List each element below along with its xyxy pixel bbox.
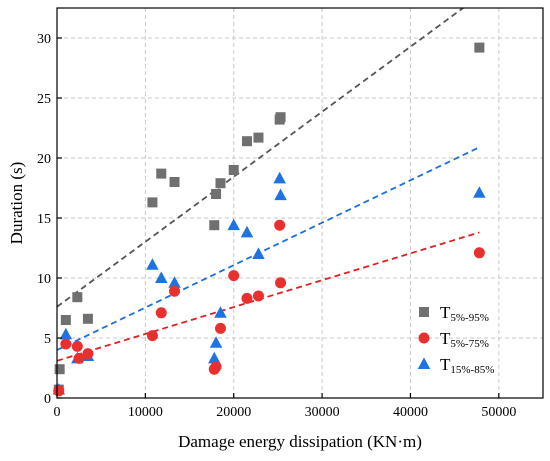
- data-point-square: [228, 165, 239, 175]
- data-point-square: [253, 132, 264, 143]
- data-point-triangle: [146, 258, 159, 270]
- data-point-circle: [82, 348, 94, 360]
- data-point-square: [54, 364, 65, 375]
- data-point-square: [215, 178, 226, 189]
- grid-lines: [57, 8, 543, 398]
- data-point-circle: [252, 290, 264, 302]
- legend-marker-square: [419, 307, 429, 317]
- x-tick-label: 20000: [216, 405, 251, 420]
- legend-label: T15%-85%: [440, 355, 494, 376]
- trend-lines: [56, 7, 480, 362]
- y-tick-label: 30: [37, 32, 51, 47]
- data-point-triangle: [274, 188, 287, 201]
- data-point-circle: [275, 277, 287, 289]
- data-point-square: [241, 136, 252, 147]
- data-point-triangle: [209, 336, 223, 348]
- y-tick-label: 0: [44, 392, 51, 407]
- data-point-triangle: [59, 327, 73, 340]
- data-point-triangle: [240, 225, 254, 238]
- data-point-square: [72, 292, 83, 303]
- data-point-circle: [210, 361, 222, 373]
- data-point-circle: [71, 340, 83, 352]
- trend-line-2: [56, 231, 480, 362]
- x-tick-label: 10000: [128, 405, 163, 420]
- x-axis-label: Damage energy dissipation (KN·m): [178, 432, 422, 451]
- x-tick-label: 40000: [393, 405, 428, 420]
- y-tick-label: 25: [37, 92, 51, 107]
- data-point-square: [147, 197, 158, 208]
- legend-label: T5%-75%: [440, 329, 489, 350]
- data-point-circle: [228, 270, 240, 282]
- data-point-circle: [473, 247, 485, 259]
- data-point-square: [209, 220, 220, 231]
- y-axis-label: Duration (s): [7, 162, 26, 245]
- x-tick-label: 50000: [481, 405, 516, 420]
- legend-marker-circle: [418, 332, 430, 344]
- y-tick-label: 20: [37, 152, 51, 167]
- y-tick-label: 10: [37, 272, 51, 287]
- data-point-triangle: [252, 247, 265, 259]
- data-points: [52, 42, 486, 397]
- data-point-triangle: [155, 271, 168, 283]
- data-point-triangle: [168, 276, 181, 288]
- data-point-circle: [241, 292, 253, 304]
- plot-frame: [56, 7, 544, 399]
- axis-ticks: 0 10000 20000 30000 40000 50000 0 5 10 15 20 25 30: [37, 32, 516, 420]
- legend-marker-triangle: [417, 357, 431, 369]
- data-point-circle: [274, 219, 286, 231]
- data-point-triangle: [473, 186, 486, 198]
- trend-line-1: [56, 7, 464, 308]
- data-point-triangle: [208, 351, 221, 364]
- data-point-square: [211, 189, 222, 199]
- data-point-square: [474, 42, 485, 53]
- trend-line-3: [56, 146, 480, 351]
- data-point-circle: [155, 307, 167, 319]
- data-point-circle: [214, 322, 226, 334]
- data-point-circle: [60, 338, 72, 350]
- data-point-triangle: [273, 171, 286, 184]
- data-point-circle: [169, 285, 181, 297]
- data-point-circle: [53, 385, 65, 397]
- data-point-triangle: [214, 306, 227, 318]
- legend: T5%-95% T5%-75% T15%-85%: [417, 303, 494, 376]
- data-point-square: [169, 177, 180, 187]
- y-tick-label: 5: [44, 332, 51, 347]
- x-tick-label: 30000: [305, 405, 340, 420]
- data-point-square: [82, 313, 93, 324]
- x-tick-label: 0: [54, 405, 61, 420]
- y-tick-label: 15: [37, 212, 51, 227]
- data-point-circle: [146, 330, 158, 342]
- legend-label: T5%-95%: [440, 303, 489, 324]
- data-point-square: [60, 315, 71, 325]
- data-point-circle: [73, 352, 85, 364]
- data-point-triangle: [227, 218, 240, 231]
- data-point-square: [275, 112, 286, 123]
- data-point-square: [156, 168, 167, 179]
